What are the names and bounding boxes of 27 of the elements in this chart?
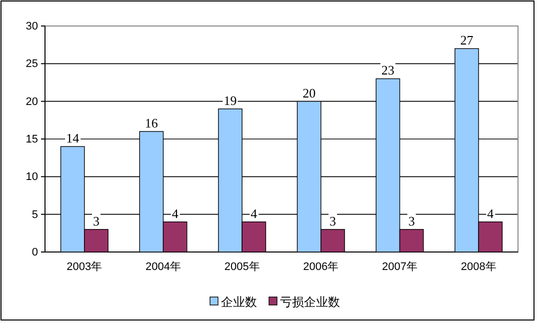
x-tick-label: 2006年 (303, 260, 339, 273)
data-label: 4 (172, 206, 179, 221)
data-label: 23 (381, 62, 394, 78)
data-label: 14 (66, 130, 80, 146)
y-tick-label: 10 (26, 171, 38, 184)
y-tick-label: 30 (26, 20, 38, 33)
data-label: 19 (224, 92, 237, 108)
data-label: 4 (487, 206, 494, 221)
data-label: 4 (250, 206, 258, 221)
data-label: 3 (329, 213, 336, 228)
legend-label: 亏损企业数 (280, 295, 340, 309)
data-label: 27 (460, 32, 474, 48)
legend-label: 企业数 (221, 295, 257, 309)
y-tick-label: 15 (26, 134, 38, 146)
y-tick-label: 0 (32, 246, 38, 259)
data-label: 20 (302, 85, 316, 100)
x-tick-label: 2005年 (224, 260, 260, 273)
data-label: 3 (92, 213, 100, 228)
x-tick-label: 2008年 (460, 260, 496, 273)
x-tick-label: 2003年 (66, 260, 102, 273)
data-label: 16 (144, 115, 158, 130)
y-tick-label: 20 (26, 96, 38, 108)
data-label: 3 (408, 213, 415, 228)
x-tick-label: 2004年 (146, 260, 181, 273)
y-tick-label: 25 (26, 58, 38, 70)
x-tick-label: 2007年 (382, 260, 418, 273)
y-tick-label: 5 (32, 208, 38, 221)
